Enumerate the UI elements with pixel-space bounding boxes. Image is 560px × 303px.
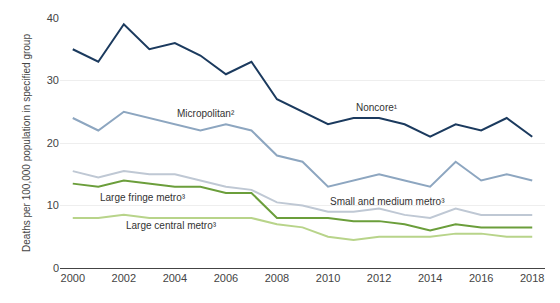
svg-text:Deaths per 100,000 population: Deaths per 100,000 population in specifi… [21,34,32,252]
svg-text:2014: 2014 [418,272,442,284]
svg-text:2010: 2010 [316,272,340,284]
svg-text:Large central metro³: Large central metro³ [126,220,217,231]
svg-text:2000: 2000 [61,272,85,284]
svg-text:Small and medium metro³: Small and medium metro³ [330,196,445,207]
svg-text:2002: 2002 [112,272,136,284]
svg-text:2006: 2006 [214,272,238,284]
svg-text:10: 10 [47,199,59,211]
svg-text:2004: 2004 [163,272,187,284]
svg-text:40: 40 [47,12,59,24]
svg-text:2016: 2016 [469,272,493,284]
svg-text:2008: 2008 [265,272,289,284]
svg-text:0: 0 [53,262,59,274]
svg-text:30: 30 [47,74,59,86]
svg-text:2018: 2018 [520,272,544,284]
svg-text:Micropolitan²: Micropolitan² [177,108,235,119]
svg-text:Noncore¹: Noncore¹ [356,102,398,113]
svg-text:20: 20 [47,137,59,149]
svg-text:2012: 2012 [367,272,391,284]
svg-text:Large fringe metro³: Large fringe metro³ [100,192,186,203]
